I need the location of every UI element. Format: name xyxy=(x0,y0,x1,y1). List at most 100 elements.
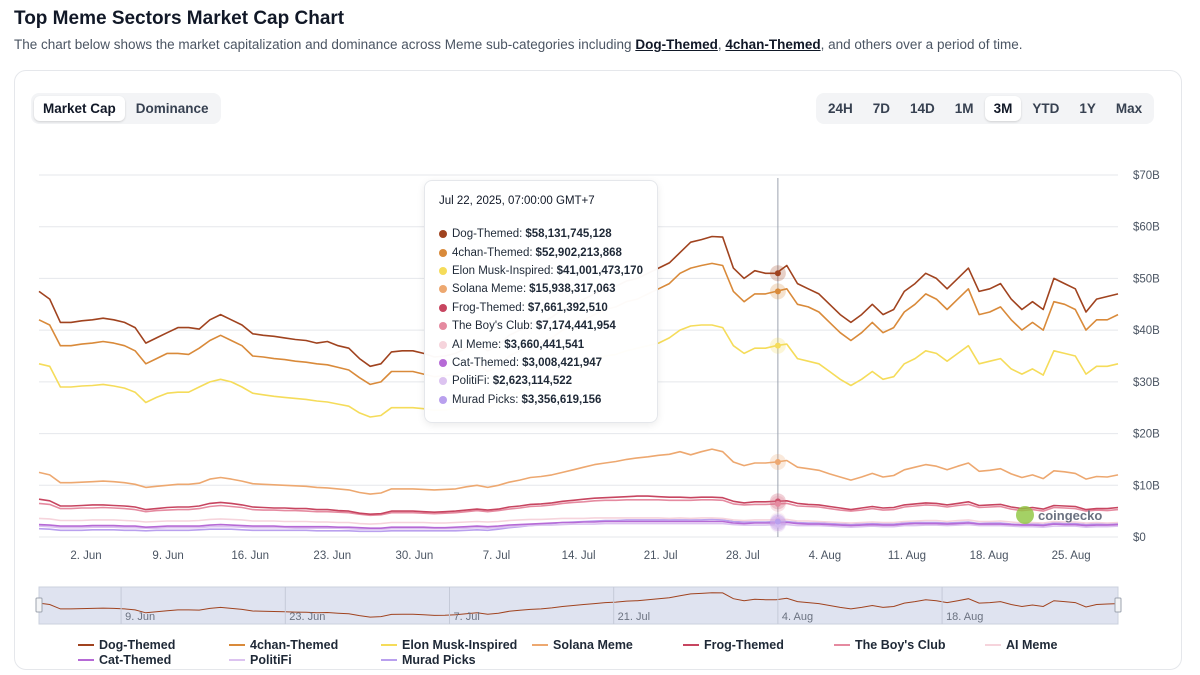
navigator-tick-label: 7. Jul xyxy=(453,611,479,623)
x-tick-label: 2. Jun xyxy=(70,550,101,562)
desc-suffix: , and others over a period of time. xyxy=(820,37,1023,52)
y-tick-label: $70B xyxy=(1133,170,1160,182)
desc-mid: , xyxy=(717,37,726,52)
desc-prefix: The chart below shows the market capital… xyxy=(14,37,636,52)
navigator-tick-label: 18. Aug xyxy=(946,611,983,623)
legend-cat-themed[interactable]: Cat-Themed xyxy=(78,653,171,667)
series-dot-icon xyxy=(439,303,447,312)
x-tick-label: 28. Jul xyxy=(726,550,760,562)
legend-label: AI Meme xyxy=(1006,638,1058,652)
tooltip-series-name: Solana Meme: xyxy=(452,283,527,296)
legend-politifi[interactable]: PolitiFi xyxy=(229,653,292,667)
series-dot-icon xyxy=(439,322,447,331)
range-ytd[interactable]: YTD xyxy=(1032,101,1060,116)
tooltip-series-value: $3,660,441,541 xyxy=(504,338,585,351)
x-tick-label: 23. Jun xyxy=(313,550,351,562)
tooltip-row-murad-picks: Murad Picks: $3,356,619,156 xyxy=(439,391,643,409)
tooltip-series-name: PolitiFi: xyxy=(452,375,490,388)
range-24h[interactable]: 24H xyxy=(828,101,853,116)
navigator-left-handle[interactable] xyxy=(35,597,43,613)
legend-dog-themed[interactable]: Dog-Themed xyxy=(78,638,175,652)
tooltip-series-value: $3,008,421,947 xyxy=(522,356,603,369)
navigator-tick-label: 9. Jun xyxy=(125,611,155,623)
legend-swatch-icon xyxy=(78,644,94,646)
series-line-solana-meme xyxy=(38,448,1119,495)
legend-label: PolitiFi xyxy=(250,653,292,667)
range-1m[interactable]: 1M xyxy=(954,101,974,116)
range-1y[interactable]: 1Y xyxy=(1079,101,1096,116)
legend-swatch-icon xyxy=(381,644,397,646)
range-14d[interactable]: 14D xyxy=(910,101,935,116)
legend-swatch-icon xyxy=(229,644,245,646)
coingecko-logo-icon xyxy=(1016,506,1034,524)
highlight-marker-4chan-themed xyxy=(774,288,781,295)
tooltip-series-name: 4chan-Themed: xyxy=(452,246,533,259)
x-tick-label: 18. Aug xyxy=(970,550,1009,562)
legend-swatch-icon xyxy=(683,644,699,646)
navigator-line xyxy=(38,592,1119,618)
legend-murad-picks[interactable]: Murad Picks xyxy=(381,653,476,667)
legend-label: Solana Meme xyxy=(553,638,633,652)
tooltip-row-frog-themed: Frog-Themed: $7,661,392,510 xyxy=(439,299,643,317)
y-tick-label: $0 xyxy=(1133,532,1146,544)
legend-swatch-icon xyxy=(229,659,245,661)
y-tick-label: $30B xyxy=(1133,377,1160,389)
chart-tooltip: Jul 22, 2025, 07:00:00 GMT+7 Dog-Themed:… xyxy=(424,180,658,423)
tooltip-row-politifi: PolitiFi: $2,623,114,522 xyxy=(439,372,643,390)
tab-dominance[interactable]: Dominance xyxy=(135,101,209,116)
series-dot-icon xyxy=(439,266,447,275)
tooltip-row-the-boy-s-club: The Boy's Club: $7,174,441,954 xyxy=(439,317,643,335)
x-tick-label: 30. Jun xyxy=(396,550,434,562)
highlight-marker-solana-meme xyxy=(774,459,781,466)
tooltip-date: Jul 22, 2025, 07:00:00 GMT+7 xyxy=(439,195,595,207)
page-description: The chart below shows the market capital… xyxy=(14,37,1023,52)
range-7d[interactable]: 7D xyxy=(872,101,891,116)
tooltip-series-value: $52,902,213,868 xyxy=(535,246,622,259)
x-tick-label: 9. Jun xyxy=(152,550,183,562)
legend-swatch-icon xyxy=(532,644,548,646)
legend-label: The Boy's Club xyxy=(855,638,946,652)
series-line-politifi xyxy=(38,522,1119,531)
navigator-right-handle[interactable] xyxy=(1114,597,1122,613)
x-tick-label: 7. Jul xyxy=(483,550,511,562)
y-tick-label: $40B xyxy=(1133,325,1160,337)
4chan-themed-link[interactable]: 4chan-Themed xyxy=(725,37,821,52)
legend-swatch-icon xyxy=(78,659,94,661)
range-max[interactable]: Max xyxy=(1115,101,1143,116)
series-line-frog-themed xyxy=(38,495,1119,516)
legend-label: Cat-Themed xyxy=(99,653,172,667)
tooltip-series-value: $7,661,392,510 xyxy=(527,301,608,314)
x-tick-label: 14. Jul xyxy=(562,550,596,562)
tooltip-series-name: Dog-Themed: xyxy=(452,228,523,241)
legend-4chan-themed[interactable]: 4chan-Themed xyxy=(229,638,338,652)
tooltip-series-value: $3,356,619,156 xyxy=(521,393,602,406)
navigator-tick-label: 21. Jul xyxy=(618,611,650,623)
navigator-tick-label: 23. Jun xyxy=(289,611,325,623)
series-dot-icon xyxy=(439,248,447,257)
legend-elon-musk-inspired[interactable]: Elon Musk-Inspired xyxy=(381,638,517,652)
tooltip-series-name: Frog-Themed: xyxy=(452,301,525,314)
legend-frog-themed[interactable]: Frog-Themed xyxy=(683,638,784,652)
legend-label: Elon Musk-Inspired xyxy=(402,638,518,652)
highlight-marker-dog-themed xyxy=(774,270,781,277)
legend-solana-meme[interactable]: Solana Meme xyxy=(532,638,633,652)
series-line-ai-meme xyxy=(38,517,1119,525)
series-dot-icon xyxy=(439,377,447,386)
tooltip-series-value: $7,174,441,954 xyxy=(535,320,616,333)
legend-ai-meme[interactable]: AI Meme xyxy=(985,638,1057,652)
highlight-marker-the-boy-s-club xyxy=(774,500,781,507)
range-toggle: 24H 7D 14D 1M 3M YTD 1Y Max xyxy=(816,93,1155,124)
series-line-cat-themed xyxy=(38,520,1119,530)
tooltip-row-4chan-themed: 4chan-Themed: $52,902,213,868 xyxy=(439,243,643,261)
range-3m[interactable]: 3M xyxy=(984,96,1022,121)
tooltip-series-value: $2,623,114,522 xyxy=(492,375,573,388)
series-dot-icon xyxy=(439,358,447,367)
x-tick-label: 16. Jun xyxy=(231,550,269,562)
tooltip-series-name: Elon Musk-Inspired: xyxy=(452,264,554,277)
dog-themed-link[interactable]: Dog-Themed xyxy=(635,37,718,52)
tab-market-cap[interactable]: Market Cap xyxy=(34,96,125,121)
page-title: Top Meme Sectors Market Cap Chart xyxy=(14,8,345,29)
tooltip-series-value: $41,001,473,170 xyxy=(556,264,643,277)
legend-the-boy-s-club[interactable]: The Boy's Club xyxy=(834,638,945,652)
